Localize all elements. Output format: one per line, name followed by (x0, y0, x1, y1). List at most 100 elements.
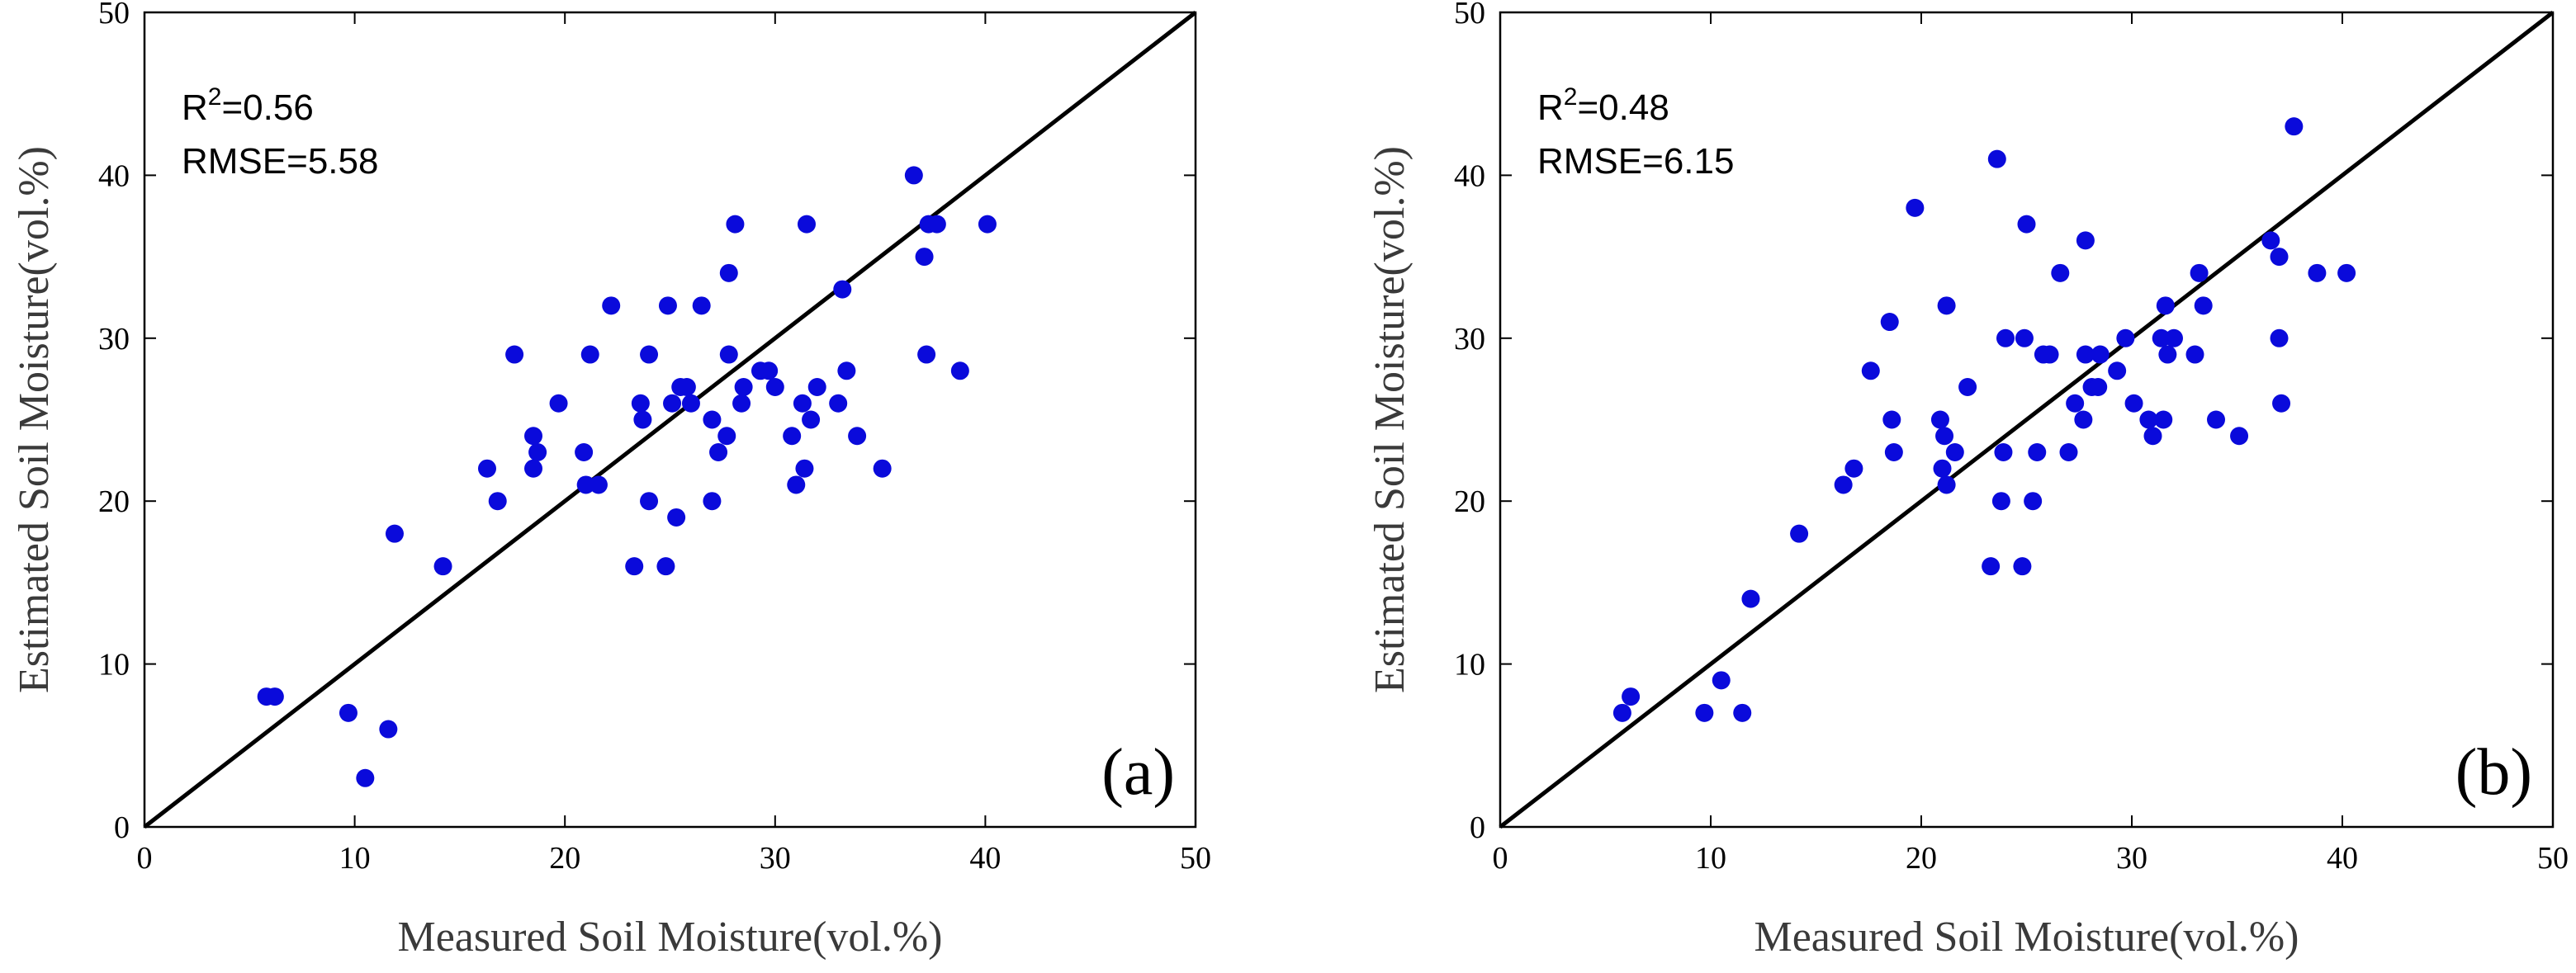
data-point (1930, 410, 1949, 429)
y-tick-label: 40 (98, 158, 130, 193)
data-point (2013, 557, 2032, 576)
data-point (1937, 296, 1956, 315)
x-tick-label: 30 (760, 841, 791, 876)
data-point (703, 492, 722, 511)
x-tick-label: 20 (1906, 841, 1937, 876)
y-tick-label: 20 (98, 484, 130, 519)
data-point (433, 557, 452, 576)
data-point (2285, 117, 2304, 136)
data-point (873, 459, 892, 478)
x-tick-label: 0 (137, 841, 153, 876)
data-point (978, 215, 997, 234)
data-point (1958, 378, 1977, 397)
data-point (265, 687, 284, 706)
data-point (1844, 459, 1863, 478)
y-axis-title: Estimated Soil Moisture(vol.%) (11, 146, 58, 693)
data-point (1884, 442, 1903, 461)
data-point (2091, 345, 2110, 364)
data-point (2207, 410, 2225, 429)
data-point (477, 459, 496, 478)
data-point (1741, 589, 1760, 608)
data-point (927, 215, 946, 234)
data-point (802, 410, 821, 429)
data-point (734, 378, 753, 397)
data-point (2270, 328, 2289, 347)
data-point (667, 508, 686, 527)
data-point (793, 394, 812, 413)
rmse-label: RMSE=5.58 (182, 141, 378, 182)
data-point (658, 296, 677, 315)
data-point (2190, 263, 2209, 282)
y-tick-label: 50 (98, 0, 130, 31)
data-point (703, 410, 722, 429)
panel-label: (a) (1101, 736, 1175, 809)
data-point (2059, 442, 2078, 461)
data-point (692, 296, 711, 315)
data-point (677, 378, 696, 397)
data-point (2337, 263, 2356, 282)
data-point (602, 296, 621, 315)
data-point (1790, 524, 1809, 543)
data-point (2154, 410, 2173, 429)
data-point (1935, 427, 1954, 446)
data-point (589, 475, 608, 494)
data-point (719, 263, 738, 282)
data-point (625, 557, 644, 576)
data-point (2108, 361, 2127, 380)
data-point (2230, 427, 2249, 446)
data-point (576, 475, 595, 494)
y-tick-label: 10 (1454, 648, 1485, 683)
data-point (1880, 313, 1899, 332)
data-point (2272, 394, 2291, 413)
x-tick-label: 40 (969, 841, 1001, 876)
data-point (379, 720, 398, 739)
data-point (1695, 703, 1714, 722)
x-tick-label: 30 (2116, 841, 2147, 876)
data-point (848, 427, 867, 446)
data-point (1622, 687, 1641, 706)
data-point (1987, 149, 2006, 168)
plot-frame (1499, 11, 2555, 829)
data-point (640, 492, 659, 511)
data-point (732, 394, 751, 413)
data-point (524, 459, 543, 478)
data-point (2040, 345, 2059, 364)
data-point (2152, 328, 2171, 347)
data-point (2139, 410, 2158, 429)
data-point (356, 768, 375, 787)
y-tick-label: 10 (98, 648, 130, 683)
data-point (709, 442, 728, 461)
data-point (2194, 296, 2213, 315)
data-point (549, 394, 568, 413)
scatter-panel-a: 0 10 20 30 40 50 0 10 20 30 40 50 Measured Soil Mois… (11, 0, 1211, 961)
data-point (631, 394, 650, 413)
data-point (2089, 378, 2108, 397)
x-tick-label: 50 (1180, 841, 1211, 876)
data-point (2270, 248, 2289, 267)
y-tick-label: 0 (114, 810, 130, 845)
data-point (505, 345, 524, 364)
data-point (2185, 345, 2204, 364)
y-tick-label: 40 (1454, 158, 1485, 193)
x-tick-label: 10 (1695, 841, 1726, 876)
data-point (2308, 263, 2327, 282)
data-point (950, 361, 969, 380)
data-point (1733, 703, 1752, 722)
data-point (528, 442, 547, 461)
data-point (1906, 198, 1925, 217)
x-tick-label: 50 (2537, 841, 2569, 876)
data-point (719, 345, 738, 364)
one-to-one-line (1499, 11, 2555, 829)
data-point (807, 378, 826, 397)
plot-frame (143, 11, 1197, 829)
data-point (580, 345, 599, 364)
data-point (640, 345, 659, 364)
data-point (760, 361, 779, 380)
x-axis-title: Measured Soil Moisture(vol.%) (397, 914, 942, 961)
y-tick-label: 30 (98, 322, 130, 357)
data-point (1937, 475, 1956, 494)
r-squared-label: R2=0.48 (1537, 83, 1669, 128)
data-point (2143, 427, 2162, 446)
y-axis-title: Estimated Soil Moisture(vol.%) (1366, 146, 1413, 693)
